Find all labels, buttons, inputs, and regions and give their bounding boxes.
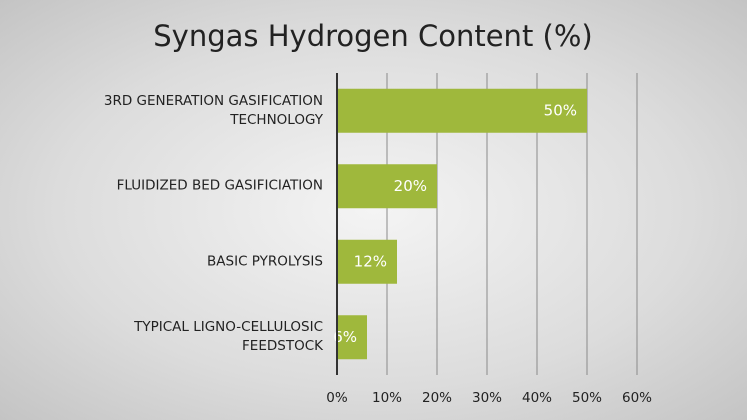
bar xyxy=(337,164,437,209)
value-label: 50% xyxy=(544,101,577,119)
bar xyxy=(337,315,367,360)
x-tick-label: 20% xyxy=(422,390,452,406)
x-tick-label: 0% xyxy=(326,390,348,406)
y-tick-label: TYPICAL LIGNO-CELLULOSIC FEEDSTOCK xyxy=(134,319,323,355)
x-tick-label: 30% xyxy=(472,390,502,406)
value-label: 12% xyxy=(354,252,387,270)
x-tick-label: 50% xyxy=(572,390,602,406)
y-tick-label: FLUIDIZED BED GASIFICIATION xyxy=(116,177,323,194)
x-tick-label: 60% xyxy=(622,390,652,406)
x-tick-label: 10% xyxy=(372,390,402,406)
chart-title: Syngas Hydrogen Content (%) xyxy=(153,19,592,53)
value-label: 20% xyxy=(394,177,427,195)
bar xyxy=(337,239,397,284)
bar xyxy=(337,88,587,133)
value-label: 6% xyxy=(333,328,357,346)
y-tick-label: BASIC PYROLYSIS xyxy=(207,253,323,270)
x-tick-label: 40% xyxy=(522,390,552,406)
y-tick-label: 3RD GENERATION GASIFICATION TECHNOLOGY xyxy=(103,92,323,128)
